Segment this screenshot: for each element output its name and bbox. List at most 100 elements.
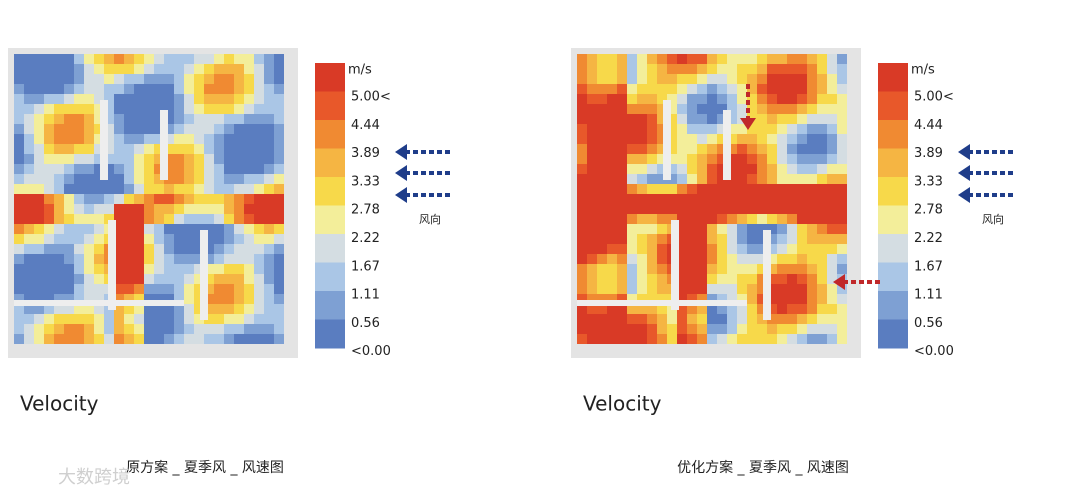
velocity-cell [54,84,64,94]
velocity-cell [54,54,64,64]
velocity-cell [34,184,44,194]
velocity-cell [134,194,144,204]
velocity-cell [84,54,94,64]
velocity-cell [797,74,807,84]
velocity-cell [204,134,214,144]
velocity-cell [577,304,587,314]
velocity-cell [144,274,154,284]
velocity-cell [777,214,787,224]
velocity-cell [717,224,727,234]
velocity-cell [687,224,697,234]
velocity-cell [254,64,264,74]
velocity-cell [687,184,697,194]
velocity-cell [767,244,777,254]
velocity-cell [677,254,687,264]
velocity-cell [104,84,114,94]
velocity-cell [114,84,124,94]
velocity-cell [667,334,677,344]
velocity-cell [827,274,837,284]
velocity-cell [737,214,747,224]
velocity-cell [687,324,697,334]
velocity-cell [677,84,687,94]
velocity-cell [64,84,74,94]
velocity-cell [837,334,847,344]
velocity-cell [587,164,597,174]
velocity-cell [164,104,174,114]
velocity-cell [144,54,154,64]
velocity-cell [707,124,717,134]
velocity-cell [817,254,827,264]
velocity-cell [14,194,24,204]
velocity-cell [134,154,144,164]
velocity-cell [214,134,224,144]
velocity-cell [597,284,607,294]
velocity-cell [657,54,667,64]
velocity-cell [717,274,727,284]
velocity-cell [607,214,617,224]
velocity-cell [737,154,747,164]
velocity-cell [667,134,677,144]
velocity-cell [767,104,777,114]
velocity-cell [727,104,737,114]
velocity-cell [234,334,244,344]
velocity-cell [194,204,204,214]
velocity-cell [577,94,587,104]
velocity-cell [44,314,54,324]
velocity-cell [34,294,44,304]
velocity-cell [707,224,717,234]
velocity-cell [174,54,184,64]
velocity-cell [667,94,677,104]
velocity-cell [214,64,224,74]
velocity-cell [797,54,807,64]
velocity-cell [677,284,687,294]
velocity-cell [234,194,244,204]
velocity-cell [627,254,637,264]
velocity-cell [807,114,817,124]
velocity-cell [64,114,74,124]
velocity-cell [164,224,174,234]
velocity-cell [144,244,154,254]
velocity-cell [164,304,174,314]
velocity-cell [797,244,807,254]
velocity-cell [647,284,657,294]
velocity-cell [174,234,184,244]
velocity-cell [577,104,587,114]
velocity-cell [14,134,24,144]
velocity-cell [767,144,777,154]
velocity-cell [54,254,64,264]
velocity-cell [627,114,637,124]
velocity-cell [144,324,154,334]
velocity-cell [224,304,234,314]
velocity-cell [607,174,617,184]
velocity-cell [124,114,134,124]
velocity-cell [807,324,817,334]
velocity-cell [757,184,767,194]
velocity-cell [627,204,637,214]
velocity-cell [264,234,274,244]
velocity-cell [204,64,214,74]
velocity-cell [687,144,697,154]
velocity-cell [607,134,617,144]
velocity-cell [84,324,94,334]
velocity-cell [34,224,44,234]
velocity-cell [244,114,254,124]
velocity-cell [34,54,44,64]
velocity-cell [214,314,224,324]
velocity-cell [74,334,84,344]
velocity-cell [727,194,737,204]
velocity-cell [807,64,817,74]
velocity-cell [797,194,807,204]
velocity-cell [174,104,184,114]
velocity-cell [617,154,627,164]
velocity-cell [737,124,747,134]
velocity-cell [104,324,114,334]
velocity-cell [94,54,104,64]
velocity-cell [154,254,164,264]
velocity-cell [34,74,44,84]
velocity-cell [134,214,144,224]
velocity-cell [174,134,184,144]
velocity-cell [827,94,837,104]
velocity-cell [777,184,787,194]
velocity-cell [637,144,647,154]
